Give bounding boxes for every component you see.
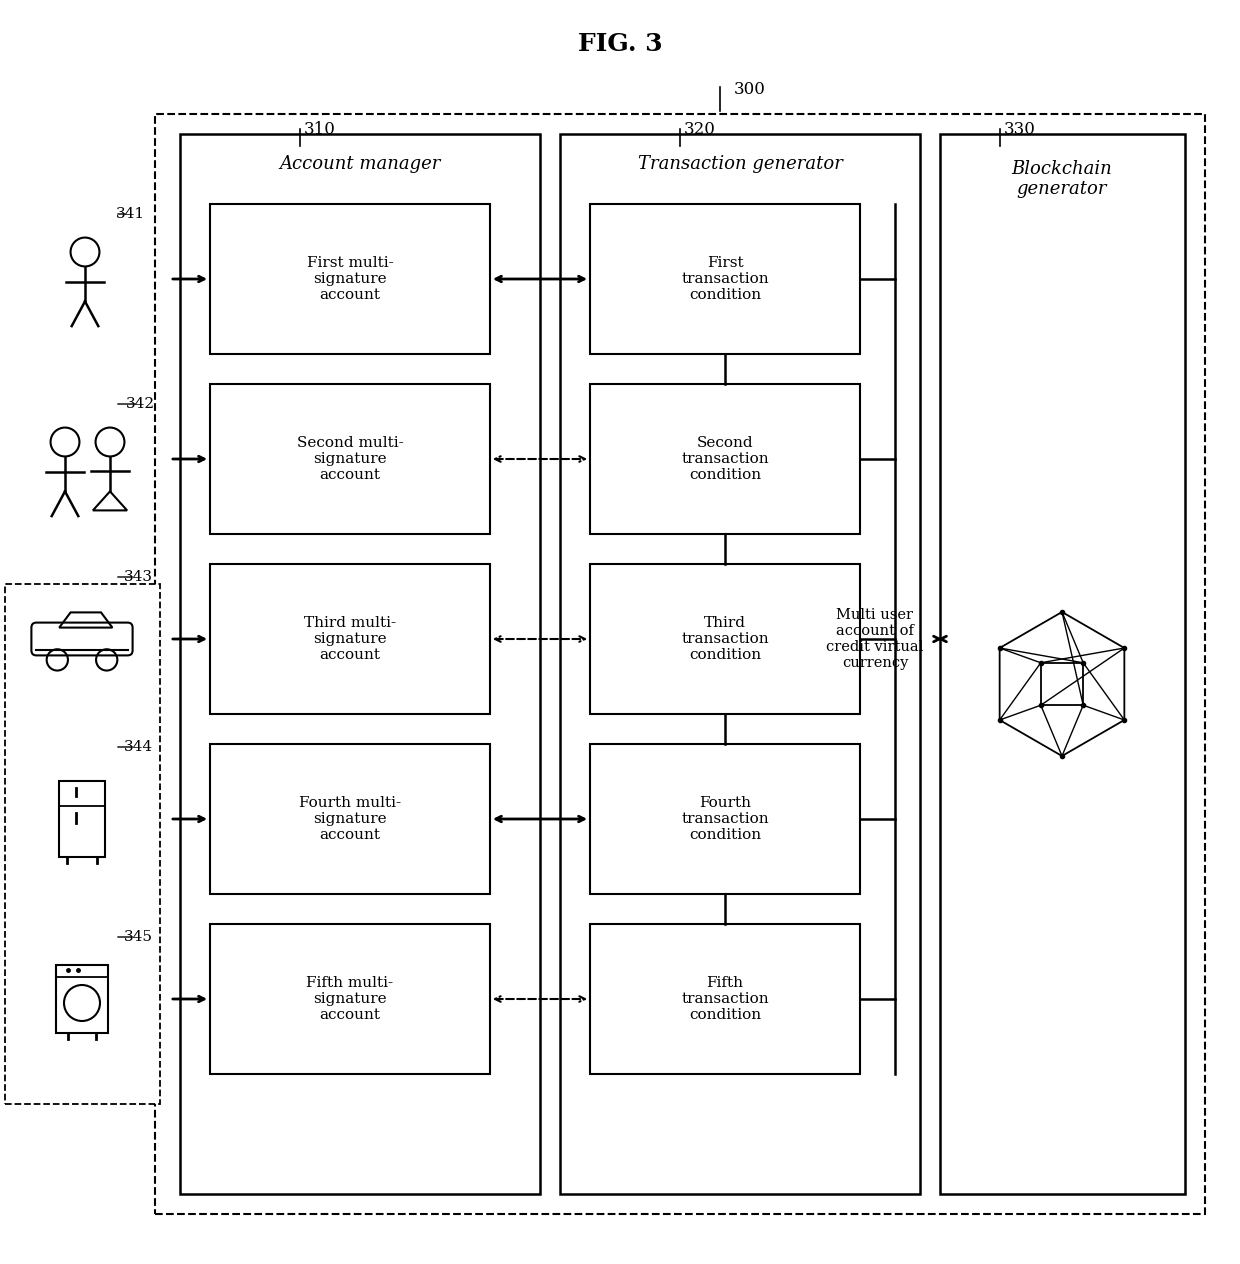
FancyBboxPatch shape (940, 134, 1185, 1194)
Text: Transaction generator: Transaction generator (637, 155, 842, 173)
Text: 330: 330 (1004, 120, 1035, 138)
Text: Second multi-
signature
account: Second multi- signature account (296, 436, 403, 482)
Text: Multi user
account of
credit virtual
currency: Multi user account of credit virtual cur… (826, 608, 924, 670)
Text: Fourth multi-
signature
account: Fourth multi- signature account (299, 796, 401, 842)
FancyBboxPatch shape (210, 204, 490, 354)
Text: 300: 300 (734, 81, 766, 97)
FancyBboxPatch shape (56, 964, 108, 1033)
FancyBboxPatch shape (590, 564, 861, 714)
Text: 344: 344 (124, 739, 153, 755)
Text: 342: 342 (125, 397, 155, 411)
Text: Third
transaction
condition: Third transaction condition (681, 616, 769, 662)
FancyBboxPatch shape (590, 924, 861, 1074)
Text: Account manager: Account manager (279, 155, 440, 173)
FancyBboxPatch shape (60, 781, 105, 857)
Text: Fifth multi-
signature
account: Fifth multi- signature account (306, 976, 393, 1023)
Text: First multi-
signature
account: First multi- signature account (306, 255, 393, 302)
FancyBboxPatch shape (590, 384, 861, 533)
Text: First
transaction
condition: First transaction condition (681, 255, 769, 302)
Text: Fourth
transaction
condition: Fourth transaction condition (681, 796, 769, 842)
Text: 320: 320 (684, 120, 715, 138)
FancyBboxPatch shape (31, 623, 133, 656)
Text: Fifth
transaction
condition: Fifth transaction condition (681, 976, 769, 1023)
Text: 345: 345 (124, 930, 153, 944)
FancyBboxPatch shape (210, 924, 490, 1074)
FancyBboxPatch shape (590, 204, 861, 354)
FancyBboxPatch shape (180, 134, 539, 1194)
FancyBboxPatch shape (210, 744, 490, 894)
FancyBboxPatch shape (210, 384, 490, 533)
Text: 343: 343 (124, 570, 153, 584)
Text: Second
transaction
condition: Second transaction condition (681, 436, 769, 482)
Text: 310: 310 (304, 120, 336, 138)
FancyBboxPatch shape (560, 134, 920, 1194)
FancyBboxPatch shape (210, 564, 490, 714)
Text: Blockchain
generator: Blockchain generator (1012, 159, 1112, 198)
FancyBboxPatch shape (590, 744, 861, 894)
Text: Third multi-
signature
account: Third multi- signature account (304, 616, 396, 662)
FancyBboxPatch shape (5, 584, 160, 1103)
Text: 341: 341 (115, 207, 145, 221)
Text: FIG. 3: FIG. 3 (578, 32, 662, 56)
FancyBboxPatch shape (155, 114, 1205, 1213)
